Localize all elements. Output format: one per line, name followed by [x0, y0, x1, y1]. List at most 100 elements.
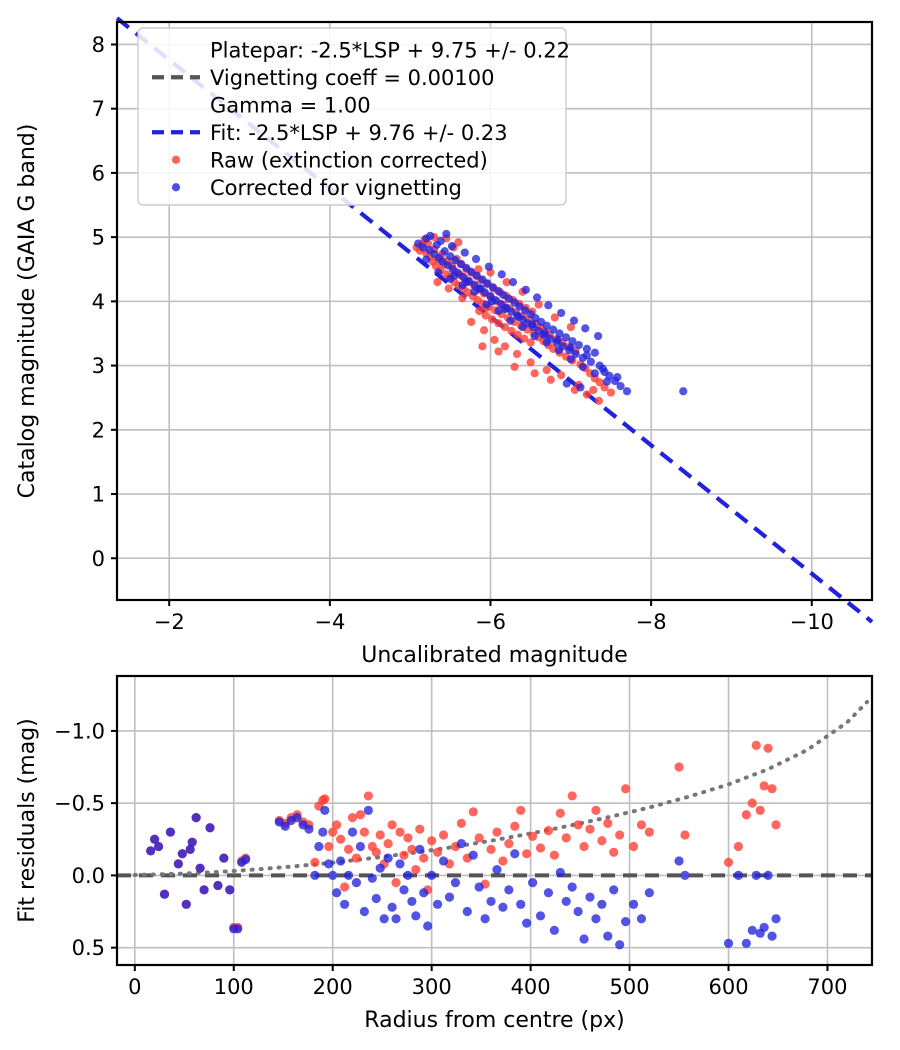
data-point-raw	[546, 375, 555, 384]
residuals-tick-marks	[111, 729, 829, 971]
residual-point-raw	[332, 820, 342, 830]
data-point-corrected	[450, 271, 459, 280]
data-point-corrected	[561, 333, 571, 342]
residual-point-corrected	[146, 846, 156, 856]
legend-background	[137, 27, 567, 206]
residual-point-corrected	[363, 805, 373, 815]
y-tick-label: 4	[92, 290, 105, 314]
residual-point-corrected	[492, 865, 502, 875]
residual-point-corrected	[498, 902, 508, 912]
residual-point-corrected	[433, 899, 443, 909]
residuals-axes-frame	[115, 674, 874, 967]
data-point-raw	[542, 365, 551, 375]
residual-point-raw	[387, 820, 397, 830]
residual-point-raw	[615, 830, 625, 840]
calibration-tick-labels: −2 −4 −6 −8 −10 0 1 2 3 4 5 6 7 8	[92, 33, 834, 634]
residual-point-corrected	[375, 863, 385, 873]
data-point-corrected	[566, 355, 575, 364]
data-point-corrected	[571, 349, 580, 359]
residual-point-raw	[468, 807, 478, 817]
residual-point-corrected	[628, 899, 639, 909]
data-point-corrected	[418, 243, 428, 252]
residual-point-raw	[310, 857, 320, 868]
residual-point-corrected	[241, 854, 251, 865]
residual-point-raw	[567, 791, 577, 801]
x-tick-label: −10	[790, 610, 834, 634]
data-point-raw	[520, 334, 529, 343]
legend-entry-label: Vignetting coeff = 0.00100	[210, 66, 494, 90]
data-point-corrected	[471, 254, 481, 264]
residual-point-raw	[644, 827, 654, 837]
y-tick-label: 0	[92, 547, 105, 571]
residual-point-raw	[391, 878, 401, 888]
data-point-corrected	[542, 321, 551, 330]
residual-point-raw	[755, 805, 765, 815]
residual-point-raw	[543, 826, 554, 836]
data-point-raw	[526, 338, 535, 347]
x-tick-label: −8	[636, 610, 667, 634]
residual-point-corrected	[310, 870, 320, 881]
data-point-corrected	[530, 331, 539, 341]
residual-point-raw	[498, 856, 508, 866]
residual-point-raw	[759, 781, 769, 791]
data-point-raw	[433, 278, 442, 287]
data-point-corrected	[578, 362, 587, 371]
residual-point-raw	[474, 833, 484, 843]
calibration-y-axis-label: Catalog magnitude (GAIA G band)	[15, 124, 40, 499]
residual-point-raw	[549, 850, 559, 860]
data-point-corrected	[447, 242, 457, 251]
data-point-raw	[589, 385, 598, 395]
residual-point-corrected	[771, 914, 781, 924]
residual-point-corrected	[751, 870, 761, 881]
residual-point-corrected	[347, 827, 358, 837]
legend-entry-label: Fit: -2.5*LSP + 9.76 +/- 0.23	[210, 121, 508, 145]
residual-point-raw	[767, 784, 777, 794]
data-point-corrected	[506, 316, 515, 325]
residual-point-corrected	[636, 914, 647, 924]
residual-point-corrected	[474, 882, 484, 892]
residual-point-raw	[328, 827, 338, 837]
data-point-corrected	[497, 270, 506, 279]
data-point-corrected	[566, 343, 575, 352]
legend-entry-label: Platepar: -2.5*LSP + 9.75 +/- 0.22	[210, 38, 570, 62]
x-tick-label: 500	[610, 975, 650, 999]
data-point-raw	[478, 342, 487, 351]
residual-point-raw	[528, 831, 538, 841]
residual-point-corrected	[462, 906, 472, 917]
y-tick-label: 3	[92, 354, 105, 378]
residual-point-corrected	[411, 911, 421, 921]
data-point-corrected	[622, 387, 632, 396]
residual-point-corrected	[403, 870, 413, 881]
data-point-corrected	[508, 278, 518, 287]
data-point-raw	[594, 396, 604, 406]
data-point-raw	[494, 319, 503, 328]
residual-point-raw	[359, 827, 369, 837]
calibration-tick-marks	[111, 43, 813, 606]
residual-point-raw	[324, 841, 334, 852]
legend-entry-label: Gamma = 1.00	[210, 93, 371, 117]
x-tick-label: 200	[313, 975, 353, 999]
residual-point-corrected	[336, 856, 346, 866]
residual-point-corrected	[535, 911, 546, 921]
residual-point-corrected	[510, 849, 520, 859]
residual-point-corrected	[280, 821, 290, 831]
data-point-corrected	[541, 329, 550, 338]
data-point-raw	[444, 284, 453, 293]
residual-point-corrected	[391, 914, 401, 924]
residual-point-corrected	[597, 899, 607, 909]
residual-point-raw	[395, 827, 405, 837]
data-point-corrected	[582, 351, 591, 360]
residual-point-raw	[399, 850, 409, 860]
residual-point-corrected	[367, 873, 377, 883]
residual-point-raw	[363, 791, 373, 801]
residual-point-raw	[603, 818, 613, 828]
data-point-corrected	[568, 337, 577, 346]
data-point-raw	[490, 335, 499, 344]
data-point-corrected	[594, 331, 603, 341]
data-point-corrected	[494, 306, 503, 316]
residual-point-raw	[343, 844, 354, 855]
residual-point-raw	[355, 810, 366, 820]
residual-point-raw	[415, 824, 425, 834]
data-point-raw	[595, 378, 604, 387]
y-tick-label: 7	[92, 97, 105, 121]
